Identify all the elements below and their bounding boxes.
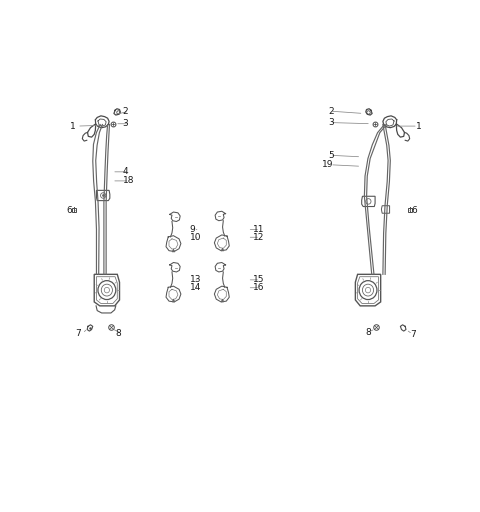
Text: 1: 1 <box>71 121 76 131</box>
Text: 6: 6 <box>411 206 417 215</box>
Text: 19: 19 <box>322 160 334 169</box>
Text: 8: 8 <box>365 328 371 337</box>
Text: 18: 18 <box>122 177 134 185</box>
Text: 3: 3 <box>328 118 334 127</box>
Text: 8: 8 <box>115 329 121 338</box>
Text: 12: 12 <box>253 233 265 242</box>
Text: 2: 2 <box>328 106 334 116</box>
Text: 11: 11 <box>253 225 265 234</box>
Text: 10: 10 <box>190 233 201 242</box>
Text: 1: 1 <box>416 121 421 131</box>
Text: 7: 7 <box>76 329 82 338</box>
Text: 4: 4 <box>122 167 128 176</box>
Text: 7: 7 <box>410 330 416 339</box>
Text: 15: 15 <box>253 275 265 284</box>
Text: 6: 6 <box>66 206 72 215</box>
Text: 16: 16 <box>253 283 265 292</box>
Text: 2: 2 <box>122 106 128 116</box>
Text: 9: 9 <box>190 225 195 234</box>
Text: 3: 3 <box>122 119 128 128</box>
Text: 14: 14 <box>190 283 201 292</box>
Text: 5: 5 <box>328 151 334 160</box>
Text: 13: 13 <box>190 275 201 284</box>
